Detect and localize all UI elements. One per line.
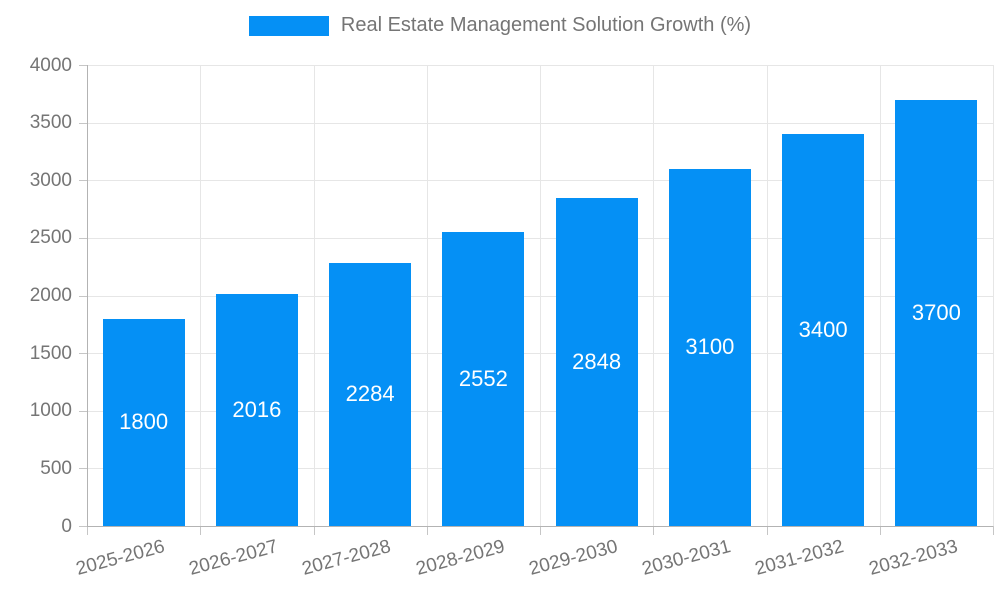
bar-value-label: 3700 [911,299,961,325]
y-tick-mark [79,410,87,412]
legend-item[interactable]: Real Estate Management Solution Growth (… [248,14,752,37]
legend-swatch [248,15,329,36]
x-axis-label: 2031-2032 [753,536,847,580]
x-gridline [993,65,994,526]
y-tick-mark [79,237,87,239]
x-gridline [766,65,768,526]
x-tick-mark [993,526,994,535]
y-axis-label: 3000 [29,169,72,191]
bar: 2848 [555,197,638,526]
y-axis-line [87,65,88,526]
x-gridline [313,65,315,526]
y-tick-mark [79,468,87,470]
bar-value-label: 2016 [232,396,282,422]
x-gridline [540,65,541,526]
bar-value-label: 2284 [345,381,395,407]
legend: Real Estate Management Solution Growth (… [0,14,1000,37]
bar: 1800 [102,318,185,526]
bar-value-label: 2848 [572,348,622,374]
y-axis-label: 4000 [29,54,72,76]
bar: 3700 [895,99,978,526]
x-axis-label: 2028-2029 [413,536,507,580]
bar: 2552 [442,231,525,526]
y-tick-mark [79,180,87,182]
x-axis-label: 2025-2026 [73,536,167,580]
y-axis-label: 1500 [29,342,72,364]
x-tick-mark [200,526,202,535]
x-tick-mark [653,526,655,535]
x-tick-mark [879,526,881,535]
x-axis-label: 2030-2031 [639,536,734,580]
x-gridline [653,65,655,526]
y-axis-label: 0 [61,515,72,537]
x-tick-mark [313,526,315,535]
x-axis-label: 2032-2033 [866,536,960,580]
x-gridline [879,65,881,526]
x-tick-mark [766,526,768,535]
bar: 3400 [782,134,865,526]
bar-value-label: 3100 [685,334,735,360]
x-axis-label: 2029-2030 [526,536,620,580]
x-axis-label: 2027-2028 [300,536,394,580]
x-tick-mark [87,526,88,535]
y-tick-mark [79,122,87,124]
x-tick-mark [426,526,428,535]
bar-value-label: 3400 [798,317,848,343]
bar: 3100 [668,168,751,526]
x-gridline [426,65,428,526]
y-axis-label: 3500 [29,112,72,134]
y-axis-label: 2000 [29,285,72,306]
x-gridline [200,65,202,526]
x-tick-mark [540,526,541,535]
y-tick-mark [79,526,87,527]
y-axis-label: 1000 [29,400,72,422]
y-tick-mark [79,295,87,297]
x-axis-label: 2026-2027 [186,536,281,580]
bar: 2016 [215,293,298,526]
bar: 2284 [329,262,412,526]
bar-value-label: 1800 [119,409,169,435]
y-tick-mark [79,65,87,66]
bar-value-label: 2552 [458,365,508,391]
legend-label: Real Estate Management Solution Growth (… [340,14,752,36]
y-tick-mark [79,353,87,355]
y-axis-label: 500 [40,457,72,479]
x-axis-line [87,526,993,527]
y-axis-label: 2500 [29,227,72,249]
